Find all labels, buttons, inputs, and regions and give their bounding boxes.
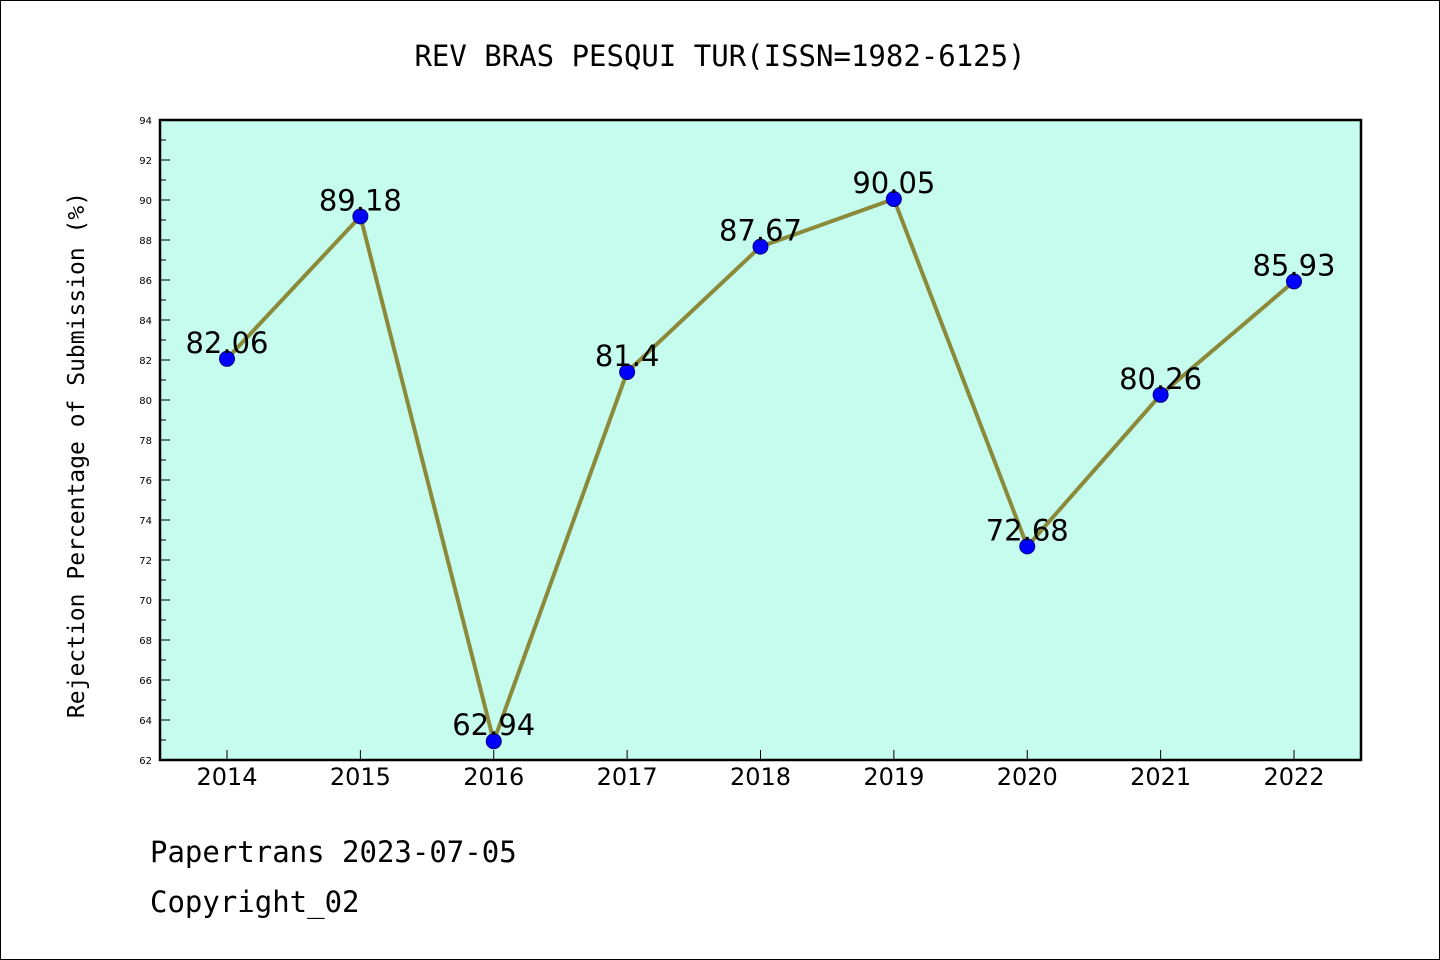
x-tick-label: 2019 (863, 763, 924, 791)
data-label: 72.68 (986, 513, 1069, 547)
data-label: 85.93 (1252, 248, 1335, 282)
y-tick-label: 78 (139, 436, 152, 447)
data-point (619, 364, 636, 380)
data-point (219, 350, 235, 367)
x-tick-label: 2018 (730, 763, 791, 791)
y-tick-label: 70 (139, 596, 152, 607)
x-tick-label: 2017 (597, 763, 658, 791)
x-tick-label: 2022 (1263, 763, 1324, 791)
data-point (1019, 538, 1036, 555)
footer-date: Papertrans 2023-07-05 (150, 835, 517, 869)
y-axis: 62 64 66 68 70 72 74 76 78 80 82 84 86 88 90 92 94 (139, 116, 170, 767)
y-tick-label: 76 (139, 476, 152, 487)
y-tick-label: 62 (139, 756, 152, 767)
x-tick-label: 2021 (1130, 763, 1191, 791)
chart-title: REV BRAS PESQUI TUR(ISSN=1982-6125) (414, 39, 1025, 73)
data-label: 89.18 (319, 183, 402, 217)
y-tick-label: 64 (139, 716, 152, 727)
x-tick-label: 2014 (196, 763, 257, 791)
series-layer (219, 191, 1302, 750)
data-label: 80.26 (1119, 362, 1202, 396)
data-point (1286, 273, 1302, 290)
plot-area (158, 118, 1363, 762)
data-label: 81.4 (595, 339, 660, 373)
x-tick-label: 2020 (997, 763, 1058, 791)
data-label-layer: 82.06 89.18 62.94 81.4 87.67 90.05 72.68 80.26 8… (185, 166, 1335, 742)
data-point (885, 191, 902, 207)
data-label: 90.05 (852, 166, 935, 200)
y-tick-label: 94 (139, 116, 152, 127)
x-tick-label: 2016 (463, 763, 524, 791)
y-tick-label: 86 (139, 276, 152, 287)
footer-copyright: Copyright_02 (150, 885, 360, 919)
y-tick-label: 68 (139, 636, 152, 647)
data-point (752, 238, 769, 255)
y-tick-label: 82 (139, 356, 152, 367)
y-tick-label: 72 (139, 556, 152, 567)
y-tick-label: 92 (139, 156, 152, 167)
data-point (352, 208, 369, 225)
data-point (1152, 386, 1169, 403)
data-label: 62.94 (452, 708, 535, 742)
data-point (485, 733, 502, 750)
x-axis: 2014 2015 2016 2017 2018 2019 2020 2021 2022 (196, 750, 1325, 791)
y-tick-label: 90 (139, 196, 152, 207)
x-tick-label: 2015 (330, 763, 391, 791)
y-tick-label: 80 (139, 396, 152, 407)
y-axis-label: Rejection Percentage of Submission (%) (64, 192, 90, 718)
y-tick-label: 74 (139, 516, 152, 527)
y-tick-label: 84 (139, 316, 152, 327)
data-label: 87.67 (719, 214, 802, 248)
data-label: 82.06 (185, 326, 268, 360)
y-tick-label: 88 (139, 236, 152, 247)
y-tick-label: 66 (139, 676, 152, 687)
